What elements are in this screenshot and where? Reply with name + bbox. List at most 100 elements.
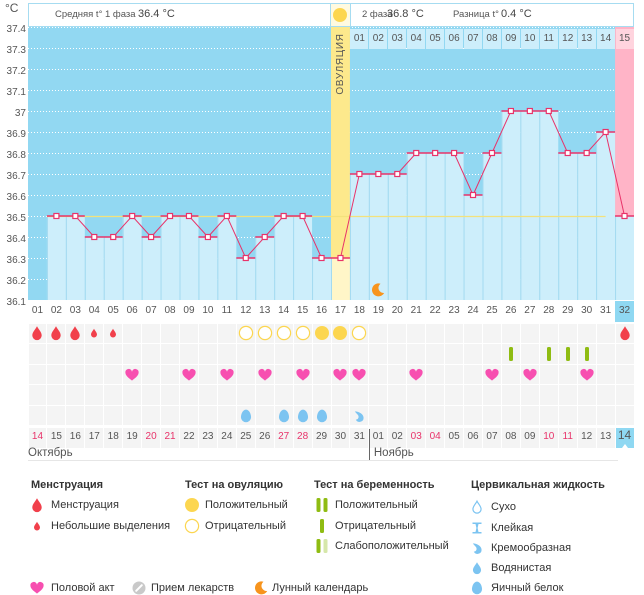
- day-entry-cell[interactable]: [407, 344, 426, 364]
- day-entry-cell[interactable]: [331, 385, 350, 405]
- date-cell[interactable]: [47, 427, 66, 448]
- day-entry-cell[interactable]: [445, 405, 464, 426]
- day-entry-cell[interactable]: [388, 344, 407, 364]
- day-entry-cell[interactable]: [426, 364, 445, 385]
- date-cell[interactable]: [66, 427, 85, 448]
- day-entry-cell[interactable]: [180, 323, 198, 344]
- day-entry-cell[interactable]: [539, 323, 558, 344]
- date-cell[interactable]: [369, 427, 388, 448]
- day-entry-cell[interactable]: [142, 385, 161, 405]
- date-cell[interactable]: [483, 427, 501, 448]
- day-entry-cell[interactable]: [539, 405, 558, 426]
- date-cell[interactable]: [501, 427, 520, 448]
- day-entry-cell[interactable]: [350, 385, 369, 405]
- day-entry-cell[interactable]: [85, 364, 104, 385]
- day-entry-cell[interactable]: [369, 405, 388, 426]
- day-entry-cell[interactable]: [596, 364, 615, 385]
- day-entry-cell[interactable]: [577, 385, 596, 405]
- date-cell[interactable]: [312, 427, 331, 448]
- date-cell[interactable]: [539, 427, 558, 448]
- day-entry-cell[interactable]: [558, 364, 577, 385]
- day-entry-cell[interactable]: [596, 323, 615, 344]
- day-entry-cell[interactable]: [445, 364, 464, 385]
- day-entry-cell[interactable]: [85, 405, 104, 426]
- day-entry-cell[interactable]: [142, 405, 161, 426]
- day-entry-cell[interactable]: [104, 405, 123, 426]
- date-cell[interactable]: [104, 427, 123, 448]
- day-entry-cell[interactable]: [274, 364, 293, 385]
- day-entry-cell[interactable]: [312, 364, 331, 385]
- day-entry-cell[interactable]: [123, 344, 142, 364]
- date-cell[interactable]: [558, 427, 577, 448]
- day-entry-cell[interactable]: [255, 344, 274, 364]
- day-entry-cell[interactable]: [28, 344, 47, 364]
- date-cell[interactable]: [615, 427, 634, 448]
- day-entry-cell[interactable]: [180, 405, 198, 426]
- date-cell[interactable]: [255, 427, 274, 448]
- day-entry-cell[interactable]: [331, 344, 350, 364]
- date-cell[interactable]: [236, 427, 255, 448]
- day-entry-cell[interactable]: [615, 405, 634, 426]
- day-entry-cell[interactable]: [47, 385, 66, 405]
- day-entry-cell[interactable]: [28, 405, 47, 426]
- day-entry-cell[interactable]: [66, 385, 85, 405]
- date-cell[interactable]: [520, 427, 539, 448]
- day-entry-cell[interactable]: [577, 405, 596, 426]
- day-entry-cell[interactable]: [104, 364, 123, 385]
- day-entry-cell[interactable]: [558, 323, 577, 344]
- day-entry-cell[interactable]: [407, 405, 426, 426]
- day-entry-cell[interactable]: [464, 364, 482, 385]
- date-cell[interactable]: [217, 427, 236, 448]
- day-entry-cell[interactable]: [520, 405, 539, 426]
- day-entry-cell[interactable]: [236, 364, 255, 385]
- date-cell[interactable]: [331, 427, 350, 448]
- date-cell[interactable]: [123, 427, 142, 448]
- day-entry-cell[interactable]: [501, 364, 520, 385]
- date-cell[interactable]: [596, 427, 615, 448]
- day-entry-cell[interactable]: [331, 405, 350, 426]
- day-entry-cell[interactable]: [445, 385, 464, 405]
- day-entry-cell[interactable]: [615, 344, 634, 364]
- date-cell[interactable]: [85, 427, 104, 448]
- day-entry-cell[interactable]: [123, 323, 142, 344]
- day-entry-cell[interactable]: [104, 385, 123, 405]
- day-entry-cell[interactable]: [464, 405, 482, 426]
- day-entry-cell[interactable]: [255, 385, 274, 405]
- day-entry-cell[interactable]: [312, 385, 331, 405]
- day-entry-cell[interactable]: [369, 385, 388, 405]
- day-entry-cell[interactable]: [236, 344, 255, 364]
- day-entry-cell[interactable]: [388, 385, 407, 405]
- day-entry-cell[interactable]: [615, 364, 634, 385]
- day-entry-cell[interactable]: [350, 344, 369, 364]
- date-cell[interactable]: [274, 427, 293, 448]
- day-entry-cell[interactable]: [445, 323, 464, 344]
- day-entry-cell[interactable]: [464, 385, 482, 405]
- day-entry-cell[interactable]: [558, 405, 577, 426]
- day-entry-cell[interactable]: [198, 405, 217, 426]
- day-entry-cell[interactable]: [28, 364, 47, 385]
- day-entry-cell[interactable]: [596, 405, 615, 426]
- day-entry-cell[interactable]: [180, 385, 198, 405]
- day-entry-cell[interactable]: [483, 323, 501, 344]
- day-entry-cell[interactable]: [464, 323, 482, 344]
- day-entry-cell[interactable]: [369, 344, 388, 364]
- day-entry-cell[interactable]: [426, 344, 445, 364]
- day-entry-cell[interactable]: [217, 323, 236, 344]
- day-entry-cell[interactable]: [161, 364, 179, 385]
- day-entry-cell[interactable]: [85, 344, 104, 364]
- day-entry-cell[interactable]: [66, 405, 85, 426]
- day-entry-cell[interactable]: [426, 323, 445, 344]
- day-entry-cell[interactable]: [161, 344, 179, 364]
- date-cell[interactable]: [407, 427, 426, 448]
- day-entry-cell[interactable]: [161, 405, 179, 426]
- date-cell[interactable]: [464, 427, 482, 448]
- date-cell[interactable]: [142, 427, 161, 448]
- day-entry-cell[interactable]: [426, 405, 445, 426]
- day-entry-cell[interactable]: [501, 385, 520, 405]
- day-entry-cell[interactable]: [161, 385, 179, 405]
- day-entry-cell[interactable]: [520, 323, 539, 344]
- day-entry-cell[interactable]: [539, 364, 558, 385]
- day-entry-cell[interactable]: [293, 344, 312, 364]
- day-entry-cell[interactable]: [198, 364, 217, 385]
- day-entry-cell[interactable]: [47, 344, 66, 364]
